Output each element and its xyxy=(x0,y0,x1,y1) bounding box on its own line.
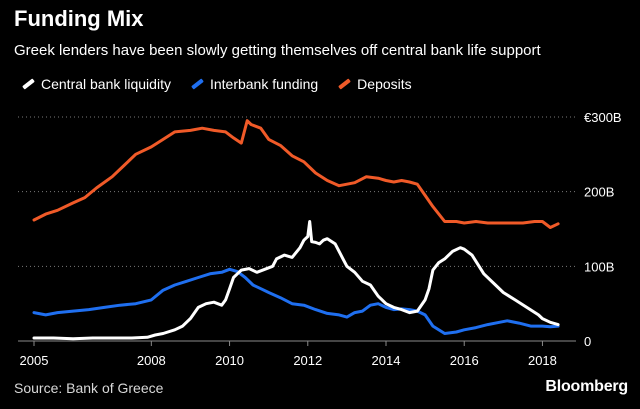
series-line-central-bank-liquidity xyxy=(32,220,560,341)
x-tick-label: 2005 xyxy=(20,353,49,368)
y-tick-label: 200B xyxy=(584,185,614,200)
x-tick-label: 2012 xyxy=(293,353,322,368)
chart-subtitle: Greek lenders have been slowly getting t… xyxy=(14,42,541,59)
x-tick-label: 2010 xyxy=(215,353,244,368)
legend: Central bank liquidity Interbank funding… xyxy=(22,76,432,92)
x-tick-label: 2018 xyxy=(528,353,557,368)
legend-item-deposits: Deposits xyxy=(338,76,412,92)
legend-label-deposits: Deposits xyxy=(357,76,412,92)
bloomberg-logo: Bloomberg xyxy=(545,378,628,395)
x-tick-label: 2008 xyxy=(137,353,166,368)
series-line-deposits xyxy=(32,119,560,229)
chart-title: Funding Mix xyxy=(14,6,144,31)
legend-item-interbank: Interbank funding xyxy=(191,76,318,92)
x-tick-label: 2016 xyxy=(450,353,479,368)
legend-label-interbank: Interbank funding xyxy=(209,76,319,92)
source-note: Source: Bank of Greece xyxy=(14,380,164,396)
y-tick-label: 0 xyxy=(584,334,591,349)
legend-label-central-bank: Central bank liquidity xyxy=(41,76,171,92)
legend-item-central-bank: Central bank liquidity xyxy=(22,76,171,92)
y-tick-label: €300B xyxy=(584,110,622,125)
x-tick-label: 2014 xyxy=(372,353,401,368)
y-tick-label: 100B xyxy=(584,259,614,274)
series-line-interbank-funding xyxy=(32,267,560,335)
